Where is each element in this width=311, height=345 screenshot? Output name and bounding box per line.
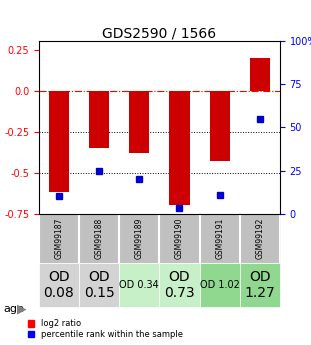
FancyBboxPatch shape (79, 263, 119, 307)
Legend: log2 ratio, percentile rank within the sample: log2 ratio, percentile rank within the s… (26, 318, 185, 341)
Text: GSM99188: GSM99188 (95, 218, 104, 259)
Text: OD
0.73: OD 0.73 (164, 270, 195, 300)
Text: GSM99187: GSM99187 (54, 217, 63, 259)
FancyBboxPatch shape (119, 263, 160, 307)
Bar (210, 91, 230, 161)
Bar (169, 91, 189, 205)
FancyBboxPatch shape (240, 214, 280, 263)
Text: GSM99192: GSM99192 (255, 217, 264, 259)
Bar (49, 91, 69, 192)
Text: ▶: ▶ (17, 302, 27, 315)
Text: GSM99189: GSM99189 (135, 217, 144, 259)
Text: OD
1.27: OD 1.27 (244, 270, 275, 300)
FancyBboxPatch shape (200, 263, 240, 307)
Text: OD
0.15: OD 0.15 (84, 270, 114, 300)
FancyBboxPatch shape (200, 214, 240, 263)
Text: age: age (3, 304, 24, 314)
Bar (89, 91, 109, 148)
Text: GSM99191: GSM99191 (215, 217, 224, 259)
FancyBboxPatch shape (240, 263, 280, 307)
Text: OD 1.02: OD 1.02 (200, 280, 239, 290)
Bar (250, 58, 270, 91)
FancyBboxPatch shape (39, 263, 79, 307)
Title: GDS2590 / 1566: GDS2590 / 1566 (102, 26, 216, 40)
FancyBboxPatch shape (79, 214, 119, 263)
Text: OD 0.34: OD 0.34 (119, 280, 159, 290)
FancyBboxPatch shape (119, 214, 160, 263)
FancyBboxPatch shape (160, 263, 200, 307)
FancyBboxPatch shape (39, 214, 79, 263)
Text: OD
0.08: OD 0.08 (44, 270, 74, 300)
Bar (129, 91, 149, 153)
FancyBboxPatch shape (160, 214, 200, 263)
Text: GSM99190: GSM99190 (175, 217, 184, 259)
